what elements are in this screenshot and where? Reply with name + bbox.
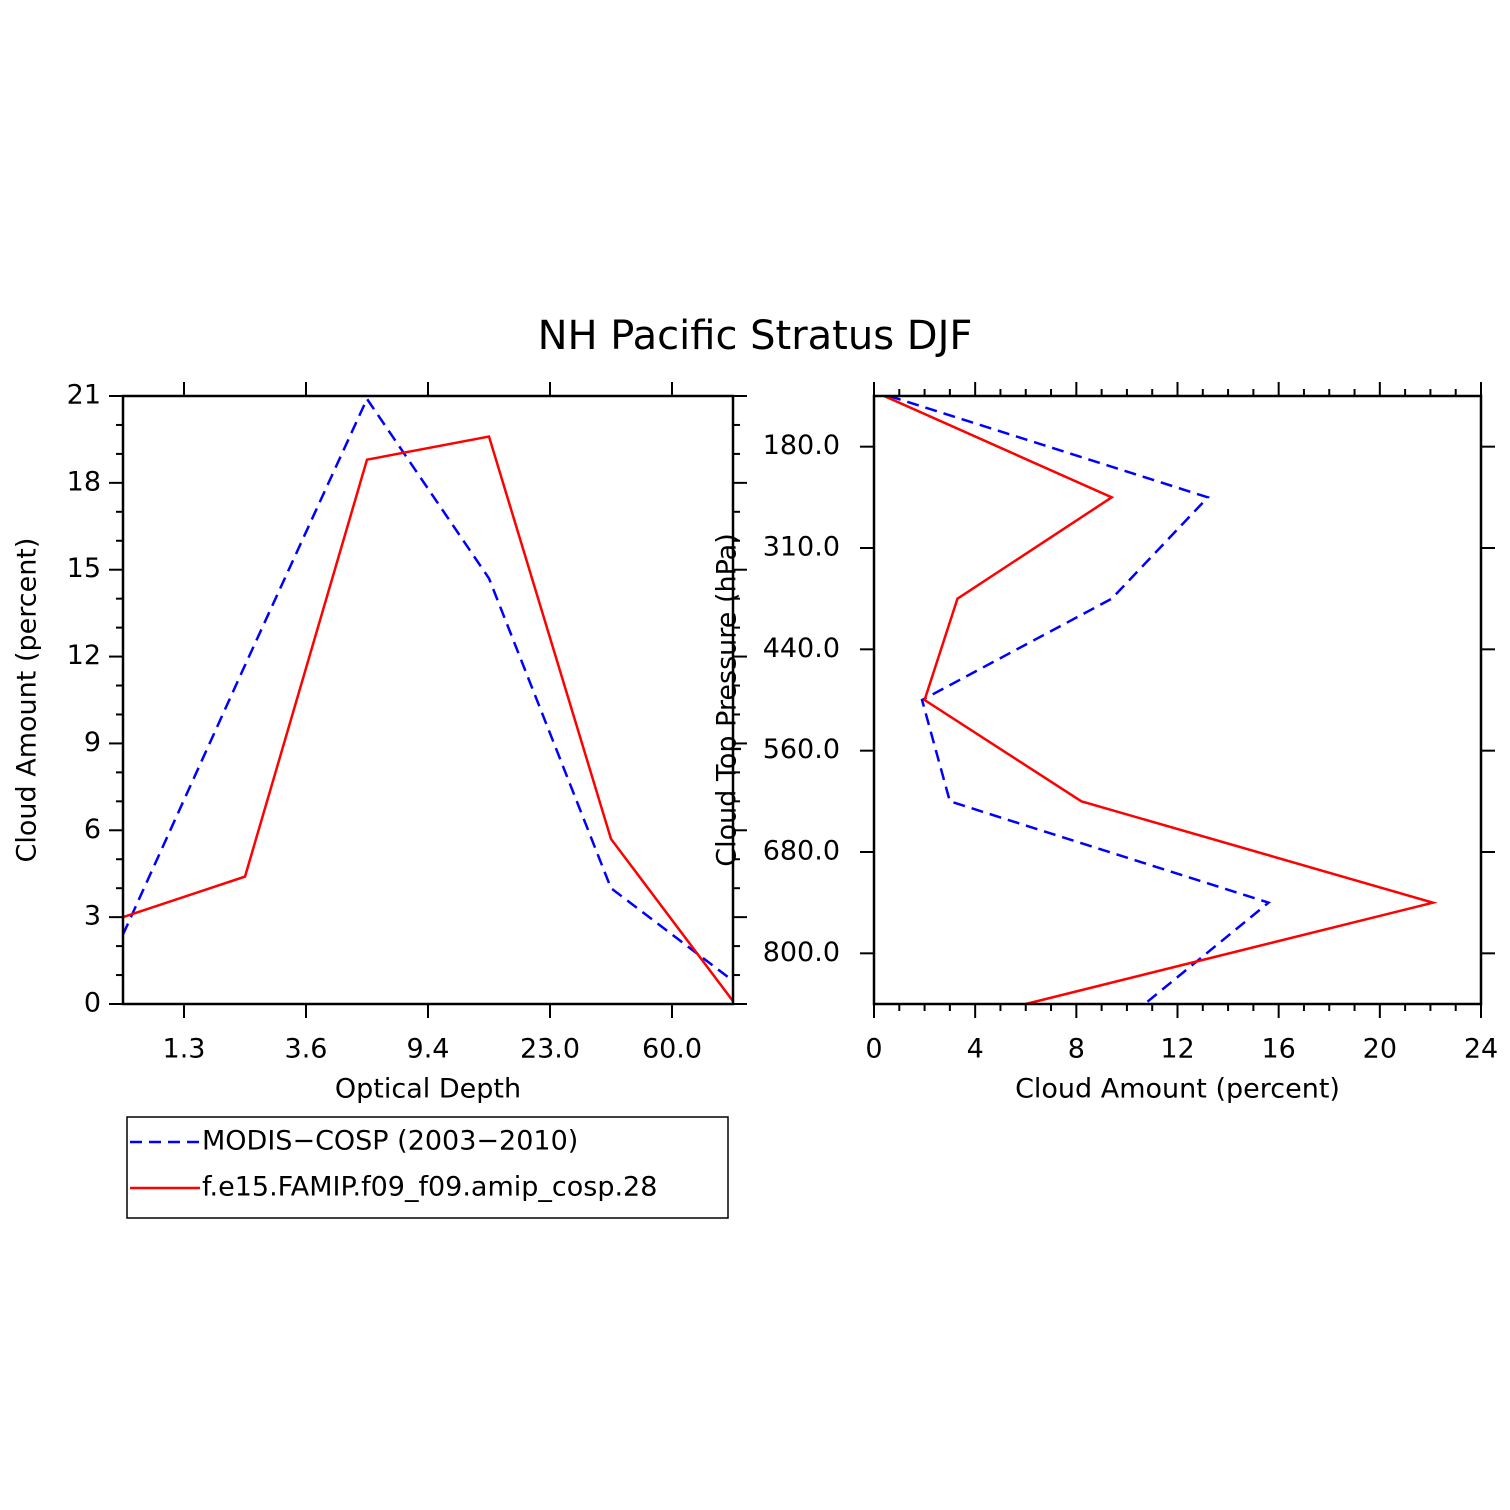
x-tick-label: 3.6 (285, 1034, 328, 1065)
x-axis-label: Cloud Amount (percent) (1015, 1074, 1340, 1105)
chart-title: NH Pacific Stratus DJF (538, 313, 973, 359)
legend-box (126, 1116, 729, 1219)
series-line (888, 394, 1272, 1005)
y-tick-label: 800.0 (763, 937, 840, 968)
y-tick-label: 0 (84, 988, 101, 1019)
series-line (883, 394, 1438, 1006)
legend-label: MODIS−COSP (2003−2010) (202, 1126, 578, 1157)
y-tick-label: 15 (67, 553, 101, 584)
y-tick-label: 21 (67, 380, 101, 411)
plot-frame (872, 394, 1483, 1006)
plot-frame (121, 394, 735, 1006)
x-tick-label: 0 (865, 1034, 882, 1065)
y-tick-label: 680.0 (763, 836, 840, 867)
x-tick-label: 60.0 (642, 1034, 702, 1065)
y-tick-label: 6 (84, 814, 101, 845)
x-axis-label: Optical Depth (335, 1074, 521, 1105)
y-tick-label: 180.0 (763, 430, 840, 461)
y-tick-label: 12 (67, 640, 101, 671)
series-line (122, 435, 734, 1002)
y-tick-label: 440.0 (763, 633, 840, 664)
x-tick-label: 12 (1160, 1034, 1194, 1065)
y-tick-label: 560.0 (763, 734, 840, 765)
x-tick-label: 9.4 (407, 1034, 450, 1065)
x-tick-label: 1.3 (163, 1034, 206, 1065)
series-line (121, 396, 734, 982)
y-tick-label: 3 (84, 901, 101, 932)
x-tick-label: 24 (1464, 1034, 1498, 1065)
y-tick-label: 9 (84, 727, 101, 758)
y-tick-label: 310.0 (763, 532, 840, 563)
legend-label: f.e15.FAMIP.f09_f09.amip_cosp.28 (202, 1172, 657, 1203)
y-axis-label: Cloud Amount (percent) (12, 538, 43, 863)
x-tick-label: 23.0 (520, 1034, 580, 1065)
y-tick-label: 18 (67, 466, 101, 497)
y-axis-label: Cloud Top Pressure (hPa) (712, 533, 743, 867)
x-tick-label: 8 (1068, 1034, 1085, 1065)
x-tick-label: 4 (967, 1034, 984, 1065)
x-tick-label: 20 (1363, 1034, 1397, 1065)
x-tick-label: 16 (1261, 1034, 1295, 1065)
